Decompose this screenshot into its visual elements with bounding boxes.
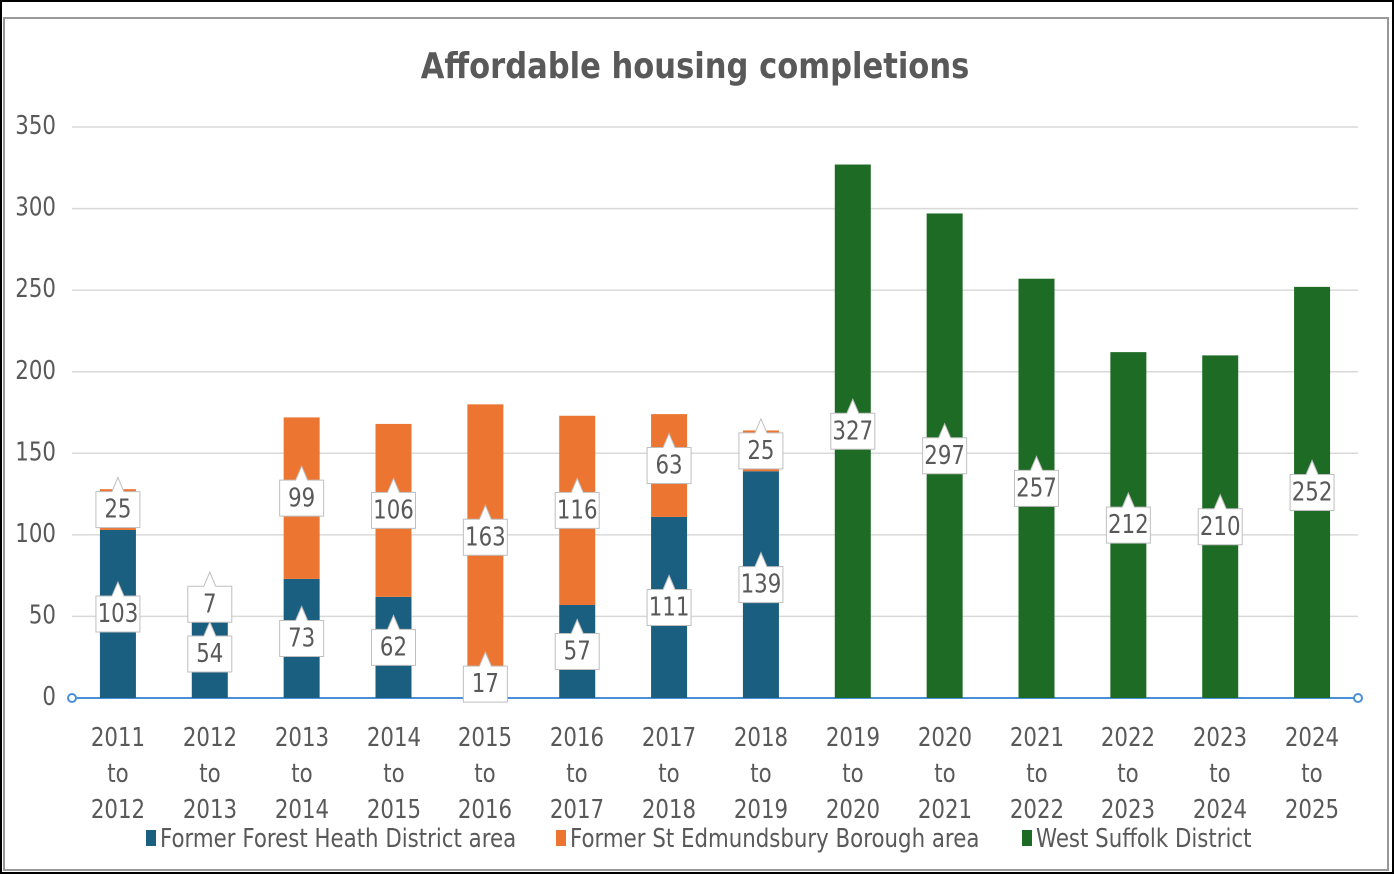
label-callout (554, 477, 600, 529)
x-tick-label: 2018 to 2019 (733, 723, 789, 825)
data-label: 57 (564, 636, 591, 667)
data-label: 163 (465, 521, 506, 552)
data-label: 106 (373, 494, 414, 525)
label-callout (830, 397, 876, 450)
x-tick-label: 2012 to 2013 (182, 723, 237, 825)
x-tick-label: 2021 to 2022 (1009, 723, 1064, 825)
x-tick-label: 2011 to 2012 (90, 723, 146, 825)
axis-end (1353, 693, 1363, 703)
chart-title: Affordable housing completions (421, 45, 970, 87)
data-label: 25 (747, 435, 774, 466)
data-label: 7 (203, 588, 217, 619)
label-callout (187, 620, 233, 673)
x-tick-label: 2015 to 2016 (458, 723, 513, 825)
legend-label: West Suffolk District (1036, 823, 1252, 854)
y-tick-label: 150 (15, 436, 56, 467)
x-tick-label: 2019 to 2020 (825, 723, 880, 825)
label-callout (1289, 459, 1335, 511)
data-label: 25 (104, 494, 131, 525)
legend-swatch (146, 830, 156, 846)
label-callout (462, 504, 508, 556)
data-label: 257 (1016, 472, 1057, 503)
x-tick-label: 2017 to 2018 (641, 723, 697, 825)
data-label: 17 (472, 668, 499, 699)
label-callout (738, 417, 784, 470)
axis-end (67, 693, 77, 703)
x-tick-label: 2024 to 2025 (1284, 723, 1340, 825)
data-label: 63 (656, 450, 683, 481)
label-callout (1014, 455, 1059, 507)
data-label: 252 (1292, 476, 1333, 507)
label-callout (371, 614, 416, 666)
x-tick-label: 2014 to 2015 (366, 723, 421, 825)
legend-swatch (1022, 830, 1032, 846)
data-label: 116 (557, 494, 598, 525)
data-label: 103 (98, 598, 139, 629)
label-callout (279, 464, 325, 517)
legend-label: Former Forest Heath District area (160, 823, 516, 854)
legend-label: Former St Edmundsbury Borough area (570, 823, 979, 854)
label-callout (646, 432, 692, 485)
data-label: 139 (741, 569, 782, 600)
x-tick-label: 2013 to 2014 (274, 723, 329, 825)
x-tick-label: 2022 to 2023 (1101, 723, 1156, 825)
data-label: 212 (1108, 509, 1149, 540)
y-tick-label: 300 (15, 192, 56, 223)
data-label: 111 (649, 592, 690, 623)
y-tick-label: 350 (15, 110, 56, 141)
label-callout (187, 570, 233, 623)
x-tick-label: 2023 to 2024 (1193, 723, 1248, 825)
label-callout (738, 551, 784, 604)
y-tick-label: 50 (29, 599, 56, 630)
data-label: 210 (1200, 511, 1241, 542)
label-callout (1105, 491, 1151, 544)
y-tick-label: 200 (15, 355, 56, 386)
y-tick-label: 250 (15, 273, 56, 304)
frame (3, 17, 1389, 871)
x-tick-label: 2016 to 2017 (550, 723, 605, 825)
label-callout (95, 580, 141, 633)
data-label: 297 (924, 440, 965, 471)
data-label: 99 (288, 482, 315, 513)
label-callout (1197, 493, 1243, 546)
data-label: 54 (196, 638, 223, 669)
label-callout (554, 618, 600, 671)
data-label: 62 (380, 631, 407, 662)
label-callout (279, 605, 325, 657)
legend-swatch (556, 830, 566, 846)
y-tick-label: 100 (15, 518, 56, 549)
data-label: 327 (832, 415, 873, 446)
label-callout (95, 476, 141, 529)
label-callout (462, 650, 508, 703)
x-tick-label: 2020 to 2021 (917, 723, 972, 825)
y-tick-label: 0 (42, 681, 56, 712)
label-callout (371, 477, 416, 529)
label-callout (646, 574, 692, 626)
data-label: 73 (288, 623, 315, 654)
label-callout (922, 422, 968, 475)
